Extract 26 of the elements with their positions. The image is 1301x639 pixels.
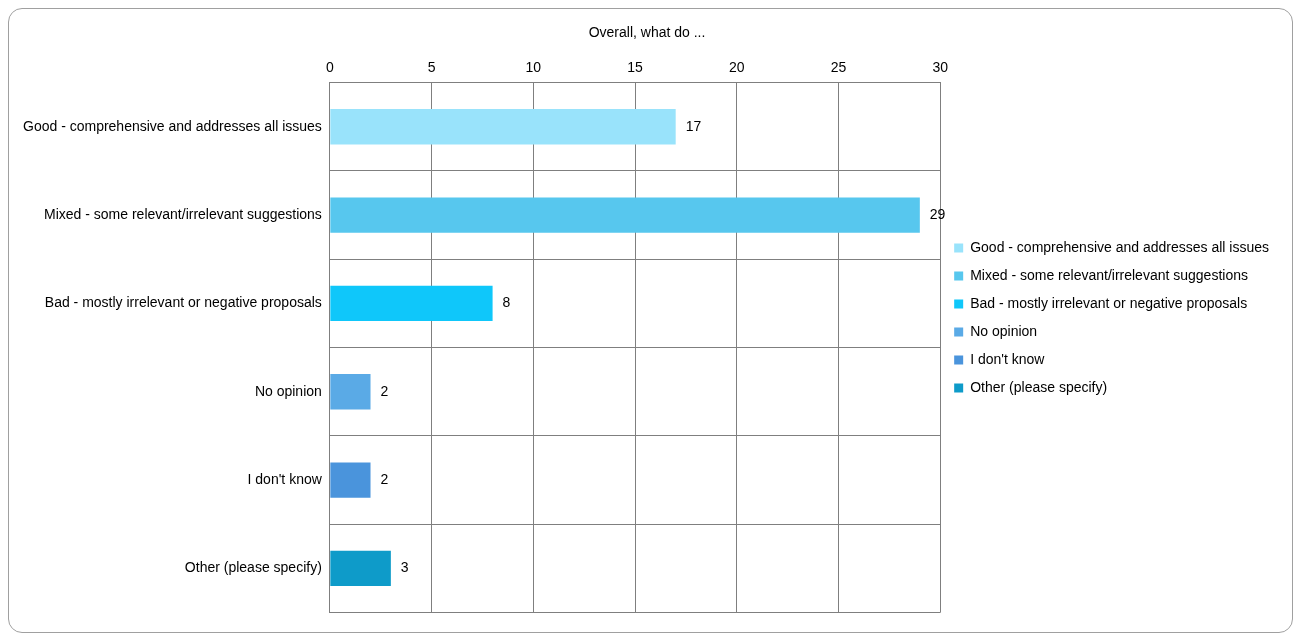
x-tick-label: 15 <box>627 59 643 76</box>
y-tick-label: No opinion <box>254 382 322 399</box>
legend-label: No opinion <box>970 322 1038 339</box>
x-tick-label: 30 <box>932 59 949 76</box>
legend-label: Other (please specify) <box>970 378 1108 395</box>
y-tick-label: I don't know <box>247 470 323 487</box>
x-tick-label: 25 <box>830 59 847 76</box>
data-label: 17 <box>685 117 702 134</box>
x-tick-label: 10 <box>525 59 542 76</box>
legend-label: I don't know <box>970 350 1046 367</box>
data-label: 29 <box>929 205 946 222</box>
legend-label: Bad - mostly irrelevant or negative proposals <box>970 294 1248 311</box>
x-tick-label: 5 <box>427 59 436 76</box>
data-label: 8 <box>502 294 511 311</box>
legend-label: Good - comprehensive and addresses all issues <box>970 238 1269 255</box>
x-tick-label: 20 <box>728 59 745 76</box>
y-tick-label: Good - comprehensive and addresses all issues <box>23 117 322 134</box>
x-tick-label: 0 <box>325 59 334 76</box>
y-tick-label: Other (please specify) <box>184 559 322 576</box>
data-label: 2 <box>380 470 389 487</box>
data-label: 2 <box>380 382 389 399</box>
y-tick-label: Mixed - some relevant/irrelevant suggestions <box>44 205 322 222</box>
data-label: 3 <box>400 559 409 576</box>
y-tick-label: Bad - mostly irrelevant or negative proposals <box>44 294 322 311</box>
legend-label: Mixed - some relevant/irrelevant suggestions <box>970 266 1248 283</box>
chart-title: Overall, what do ... <box>588 24 706 41</box>
